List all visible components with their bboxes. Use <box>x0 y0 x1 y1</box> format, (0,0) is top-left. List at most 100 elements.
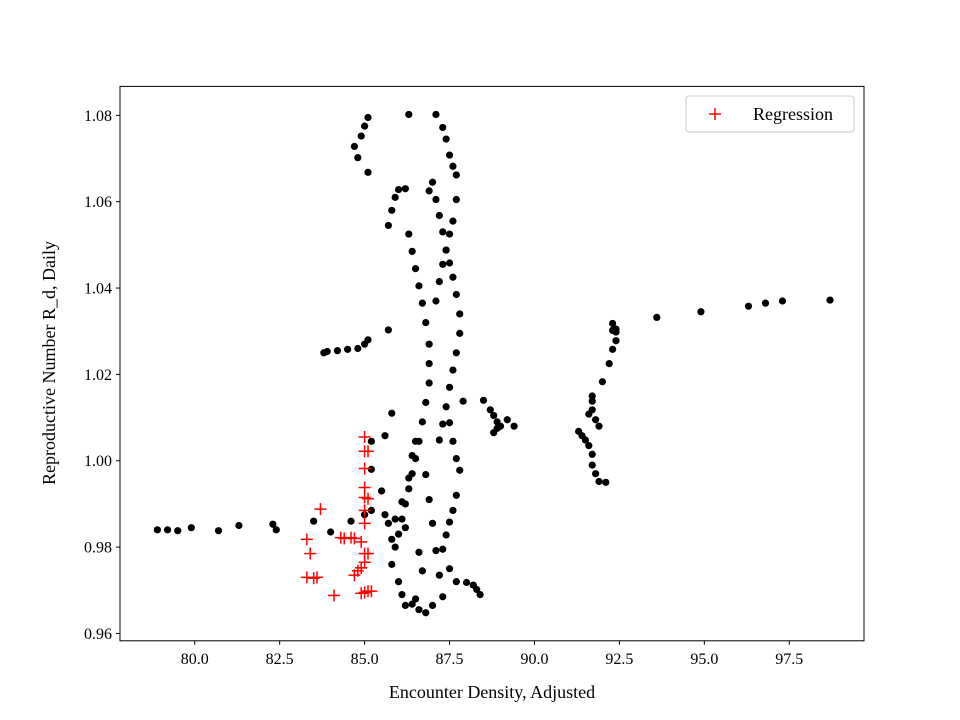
y-tick-label: 0.98 <box>84 540 112 557</box>
data-point <box>588 392 596 400</box>
data-point <box>653 313 661 321</box>
data-point <box>439 593 447 601</box>
data-point <box>398 498 406 506</box>
regression-point <box>355 535 368 548</box>
data-point <box>445 383 454 391</box>
data-point <box>439 123 447 132</box>
data-point <box>174 527 182 535</box>
data-point <box>344 345 352 353</box>
data-point <box>408 247 416 255</box>
regression-point <box>328 589 341 602</box>
data-point <box>439 545 447 553</box>
data-point <box>435 277 443 286</box>
data-point <box>411 265 420 273</box>
data-point <box>442 135 450 143</box>
data-point <box>391 515 399 523</box>
data-point <box>462 578 471 587</box>
data-point <box>432 110 440 119</box>
data-point <box>598 378 607 386</box>
y-tick-label: 1.08 <box>84 108 112 125</box>
data-point <box>377 487 386 495</box>
data-point <box>588 397 596 405</box>
data-point <box>415 282 423 290</box>
x-axis-label: Encounter Density, Adjusted <box>389 682 595 702</box>
data-point <box>388 409 396 417</box>
data-point <box>388 535 396 543</box>
x-tick-label: 85.0 <box>351 651 379 668</box>
data-point <box>449 162 457 170</box>
data-point <box>744 302 753 310</box>
data-point <box>401 524 409 532</box>
regression-point <box>358 491 371 504</box>
data-point <box>588 450 596 458</box>
data-point <box>612 325 620 333</box>
data-point <box>605 360 613 368</box>
data-point <box>445 565 454 573</box>
data-point <box>449 217 457 225</box>
data-point <box>452 290 460 299</box>
data-point <box>354 344 362 353</box>
data-point <box>476 591 484 599</box>
x-axis-ticks: 80.0 82.5 85.0 87.5 90.0 92.5 95.0 97.5 <box>181 640 803 668</box>
data-point <box>456 466 464 474</box>
y-tick-label: 0.96 <box>84 626 112 643</box>
data-point <box>401 601 409 609</box>
data-point <box>418 418 426 426</box>
data-point <box>493 424 501 432</box>
regression-point <box>358 556 371 569</box>
data-point <box>609 319 617 328</box>
data-point <box>588 461 596 469</box>
data-point <box>214 527 223 535</box>
data-point <box>384 519 392 527</box>
data-point <box>452 349 460 357</box>
regression-point <box>362 445 374 458</box>
data-point <box>592 470 600 478</box>
regression-point <box>304 547 317 560</box>
data-point <box>405 474 413 482</box>
data-point <box>452 578 460 586</box>
x-tick-label: 92.5 <box>605 651 633 668</box>
data-point <box>456 310 464 318</box>
data-point <box>381 511 389 519</box>
y-tick-label: 1.04 <box>84 281 112 298</box>
regression-point <box>362 547 374 560</box>
data-point <box>422 318 430 327</box>
data-point <box>361 122 369 130</box>
data-point <box>405 110 413 119</box>
data-point <box>422 609 430 617</box>
data-point <box>452 171 460 179</box>
data-point <box>442 403 450 411</box>
data-point <box>364 113 372 122</box>
data-point <box>367 506 375 515</box>
data-point <box>449 366 457 374</box>
data-point <box>452 491 460 499</box>
data-point <box>310 517 318 525</box>
data-point <box>272 526 280 534</box>
x-tick-label: 87.5 <box>436 651 464 668</box>
data-point <box>595 422 603 430</box>
data-point <box>778 297 787 305</box>
data-point <box>425 379 433 387</box>
data-point <box>327 528 335 536</box>
data-point <box>394 530 403 538</box>
data-point <box>411 595 420 603</box>
data-point <box>323 347 331 356</box>
data-point <box>479 396 488 404</box>
data-point <box>503 416 511 424</box>
y-tick-label: 1.02 <box>84 367 112 384</box>
data-point <box>391 543 399 551</box>
y-tick-label: 1.06 <box>84 194 112 211</box>
legend-label-regression: Regression <box>753 104 833 124</box>
data-point <box>422 470 430 479</box>
data-point <box>592 416 600 424</box>
data-point <box>405 485 413 493</box>
regression-point <box>300 571 313 584</box>
data-point <box>452 195 460 204</box>
data-point <box>432 297 440 305</box>
data-point <box>826 296 834 304</box>
data-point <box>418 299 426 307</box>
x-tick-label: 90.0 <box>520 651 548 668</box>
data-point <box>425 496 433 504</box>
data-point <box>235 521 243 530</box>
data-point <box>388 206 396 214</box>
